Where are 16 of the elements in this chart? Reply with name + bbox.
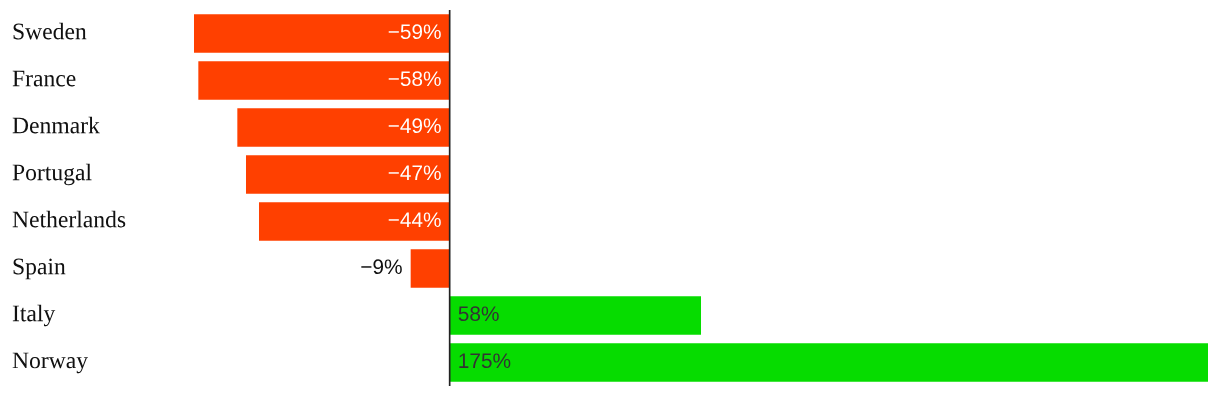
y-tick-label: Italy — [12, 304, 56, 327]
data-label: −59% — [388, 24, 441, 40]
data-label: −9% — [361, 259, 402, 275]
y-tick-label: Norway — [12, 352, 88, 374]
data-label: −58% — [388, 71, 441, 87]
y-tick-label: Denmark — [12, 116, 100, 134]
data-label: −49% — [388, 118, 441, 134]
y-tick-label: Sweden — [13, 22, 87, 40]
y-tick-label: Netherlands — [12, 210, 126, 228]
data-label: 175% — [459, 353, 511, 369]
y-tick-label: Portugal — [12, 163, 92, 186]
data-label: −47% — [388, 165, 441, 181]
data-label: −44% — [388, 212, 441, 228]
y-tick-label: Spain — [13, 258, 66, 280]
y-tick-label: France — [12, 70, 76, 87]
data-label: 58% — [458, 306, 499, 322]
